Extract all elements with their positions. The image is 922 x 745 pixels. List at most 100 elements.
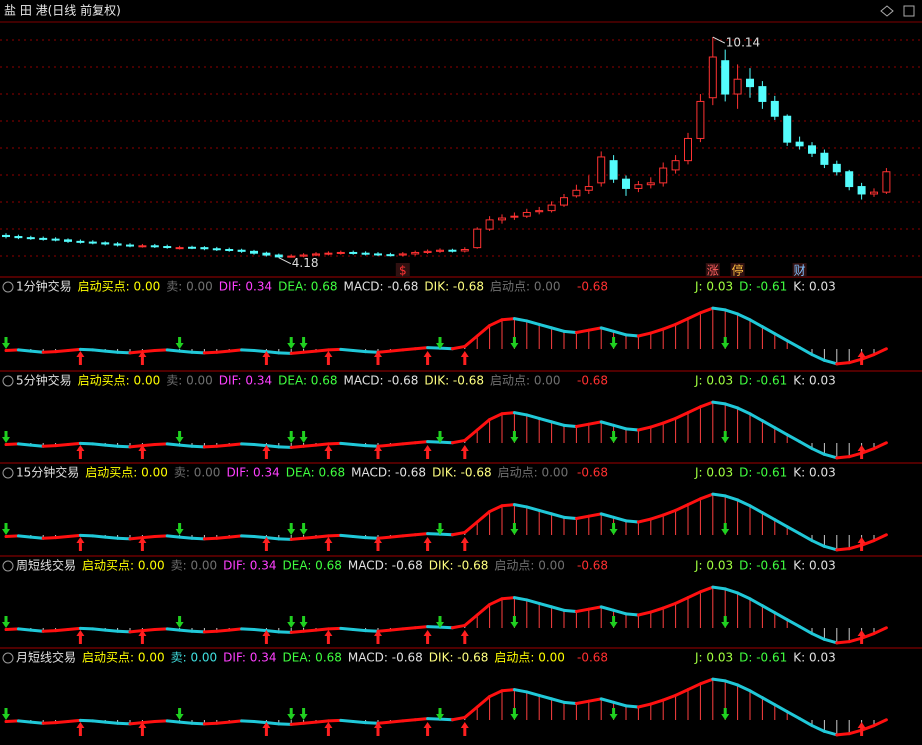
curve-segment: [698, 400, 715, 409]
candle-body: [448, 249, 457, 252]
curve-segment: [463, 520, 479, 534]
curve-segment: [289, 721, 306, 726]
candle-body: [88, 241, 97, 244]
curve-segment: [103, 349, 120, 354]
curve-segment: [103, 720, 120, 725]
curve-segment: [190, 721, 206, 726]
candle-body: [783, 115, 792, 143]
candle-body: [423, 250, 432, 253]
curve-segment: [736, 498, 752, 508]
curve-segment: [537, 601, 554, 609]
curve-segment: [711, 677, 727, 683]
curve-segment: [649, 421, 665, 429]
buy-arrow: [262, 445, 271, 459]
panel-field: -0.68: [577, 374, 608, 388]
sell-arrow: [721, 337, 730, 349]
curve-segment: [574, 328, 591, 335]
curve-segment: [264, 444, 281, 449]
curve-segment: [16, 627, 33, 632]
panel-field: MACD: -0.68: [351, 466, 426, 480]
sell-arrow: [436, 431, 444, 443]
curve-segment: [202, 721, 219, 726]
curve-segment: [140, 628, 157, 633]
buy-arrow: [76, 722, 85, 736]
sell-arrow: [436, 616, 444, 628]
curve-segment: [351, 535, 368, 540]
curve-segment: [512, 317, 529, 323]
curve-segment: [153, 719, 169, 723]
curve-segment: [128, 721, 144, 726]
curve-segment: [91, 534, 107, 539]
candle-body: [758, 86, 767, 102]
curve-segment: [773, 703, 789, 714]
curve-segment: [78, 347, 95, 352]
buy-arrow: [460, 630, 469, 644]
curve-segment: [438, 717, 454, 722]
curve-segment: [649, 606, 665, 614]
sell-arrow: [2, 616, 10, 628]
curve-segment: [339, 626, 355, 631]
candle-body: [857, 186, 866, 195]
candle-body: [708, 56, 717, 99]
curve-segment: [4, 627, 20, 631]
curve-segment: [773, 611, 789, 622]
curve-segment: [240, 348, 256, 352]
event-label: $: [399, 264, 407, 278]
panel-field: DEA: 0.68: [278, 374, 337, 388]
curve-segment: [612, 515, 628, 523]
panel-field: K: 0.03: [793, 280, 835, 294]
curve-segment: [798, 625, 814, 636]
buy-arrow: [374, 722, 382, 736]
curve-segment: [711, 400, 727, 406]
curve-segment: [686, 497, 702, 507]
sell-arrow: [175, 708, 184, 720]
panel-field: DIK: -0.68: [429, 651, 489, 665]
candle-body: [820, 152, 829, 165]
event-label: 停: [732, 263, 744, 278]
curve-segment: [339, 347, 355, 352]
collapse-icon: [2, 652, 14, 664]
curve-segment: [140, 535, 157, 540]
curve-segment: [227, 719, 244, 724]
buy-arrow: [857, 630, 866, 644]
panel-field: 启动点: 0.00: [498, 466, 569, 480]
candle-body: [522, 211, 531, 217]
curve-segment: [760, 511, 777, 522]
curve-segment: [165, 442, 182, 447]
sell-arrow: [175, 431, 184, 443]
curve-segment: [252, 443, 268, 448]
curve-segment: [723, 679, 740, 687]
curve-segment: [128, 350, 144, 355]
candle-body: [498, 217, 506, 221]
sell-arrow: [510, 616, 519, 628]
panel-field: 启动点: 0.00: [494, 651, 565, 665]
sell-arrow: [175, 337, 184, 349]
diamond-icon[interactable]: [880, 5, 894, 17]
curve-segment: [525, 505, 541, 512]
curve-segment: [41, 444, 58, 448]
buy-arrow: [262, 537, 271, 551]
curve-segment: [463, 705, 479, 719]
curve-segment: [66, 718, 82, 723]
sell-arrow: [510, 431, 519, 443]
buy-arrow: [374, 351, 382, 365]
buy-arrow: [423, 722, 432, 736]
curve-segment: [78, 441, 95, 446]
curve-segment: [190, 350, 206, 355]
curve-segment: [574, 514, 591, 521]
candle-body: [572, 189, 581, 197]
curve-segment: [587, 512, 603, 518]
sell-arrow: [2, 337, 10, 349]
candle-body: [274, 254, 283, 258]
sell-arrow: [609, 523, 618, 535]
panel-field: DIF: 0.34: [226, 466, 279, 480]
curve-segment: [41, 629, 58, 633]
buy-arrow: [138, 630, 147, 644]
panel-field: -0.68: [577, 559, 608, 573]
event-badge: [395, 263, 410, 277]
sell-arrow: [299, 708, 308, 720]
panel-field: MACD: -0.68: [344, 374, 419, 388]
panel-field: K: 0.03: [793, 559, 835, 573]
window-icon[interactable]: [903, 5, 915, 17]
